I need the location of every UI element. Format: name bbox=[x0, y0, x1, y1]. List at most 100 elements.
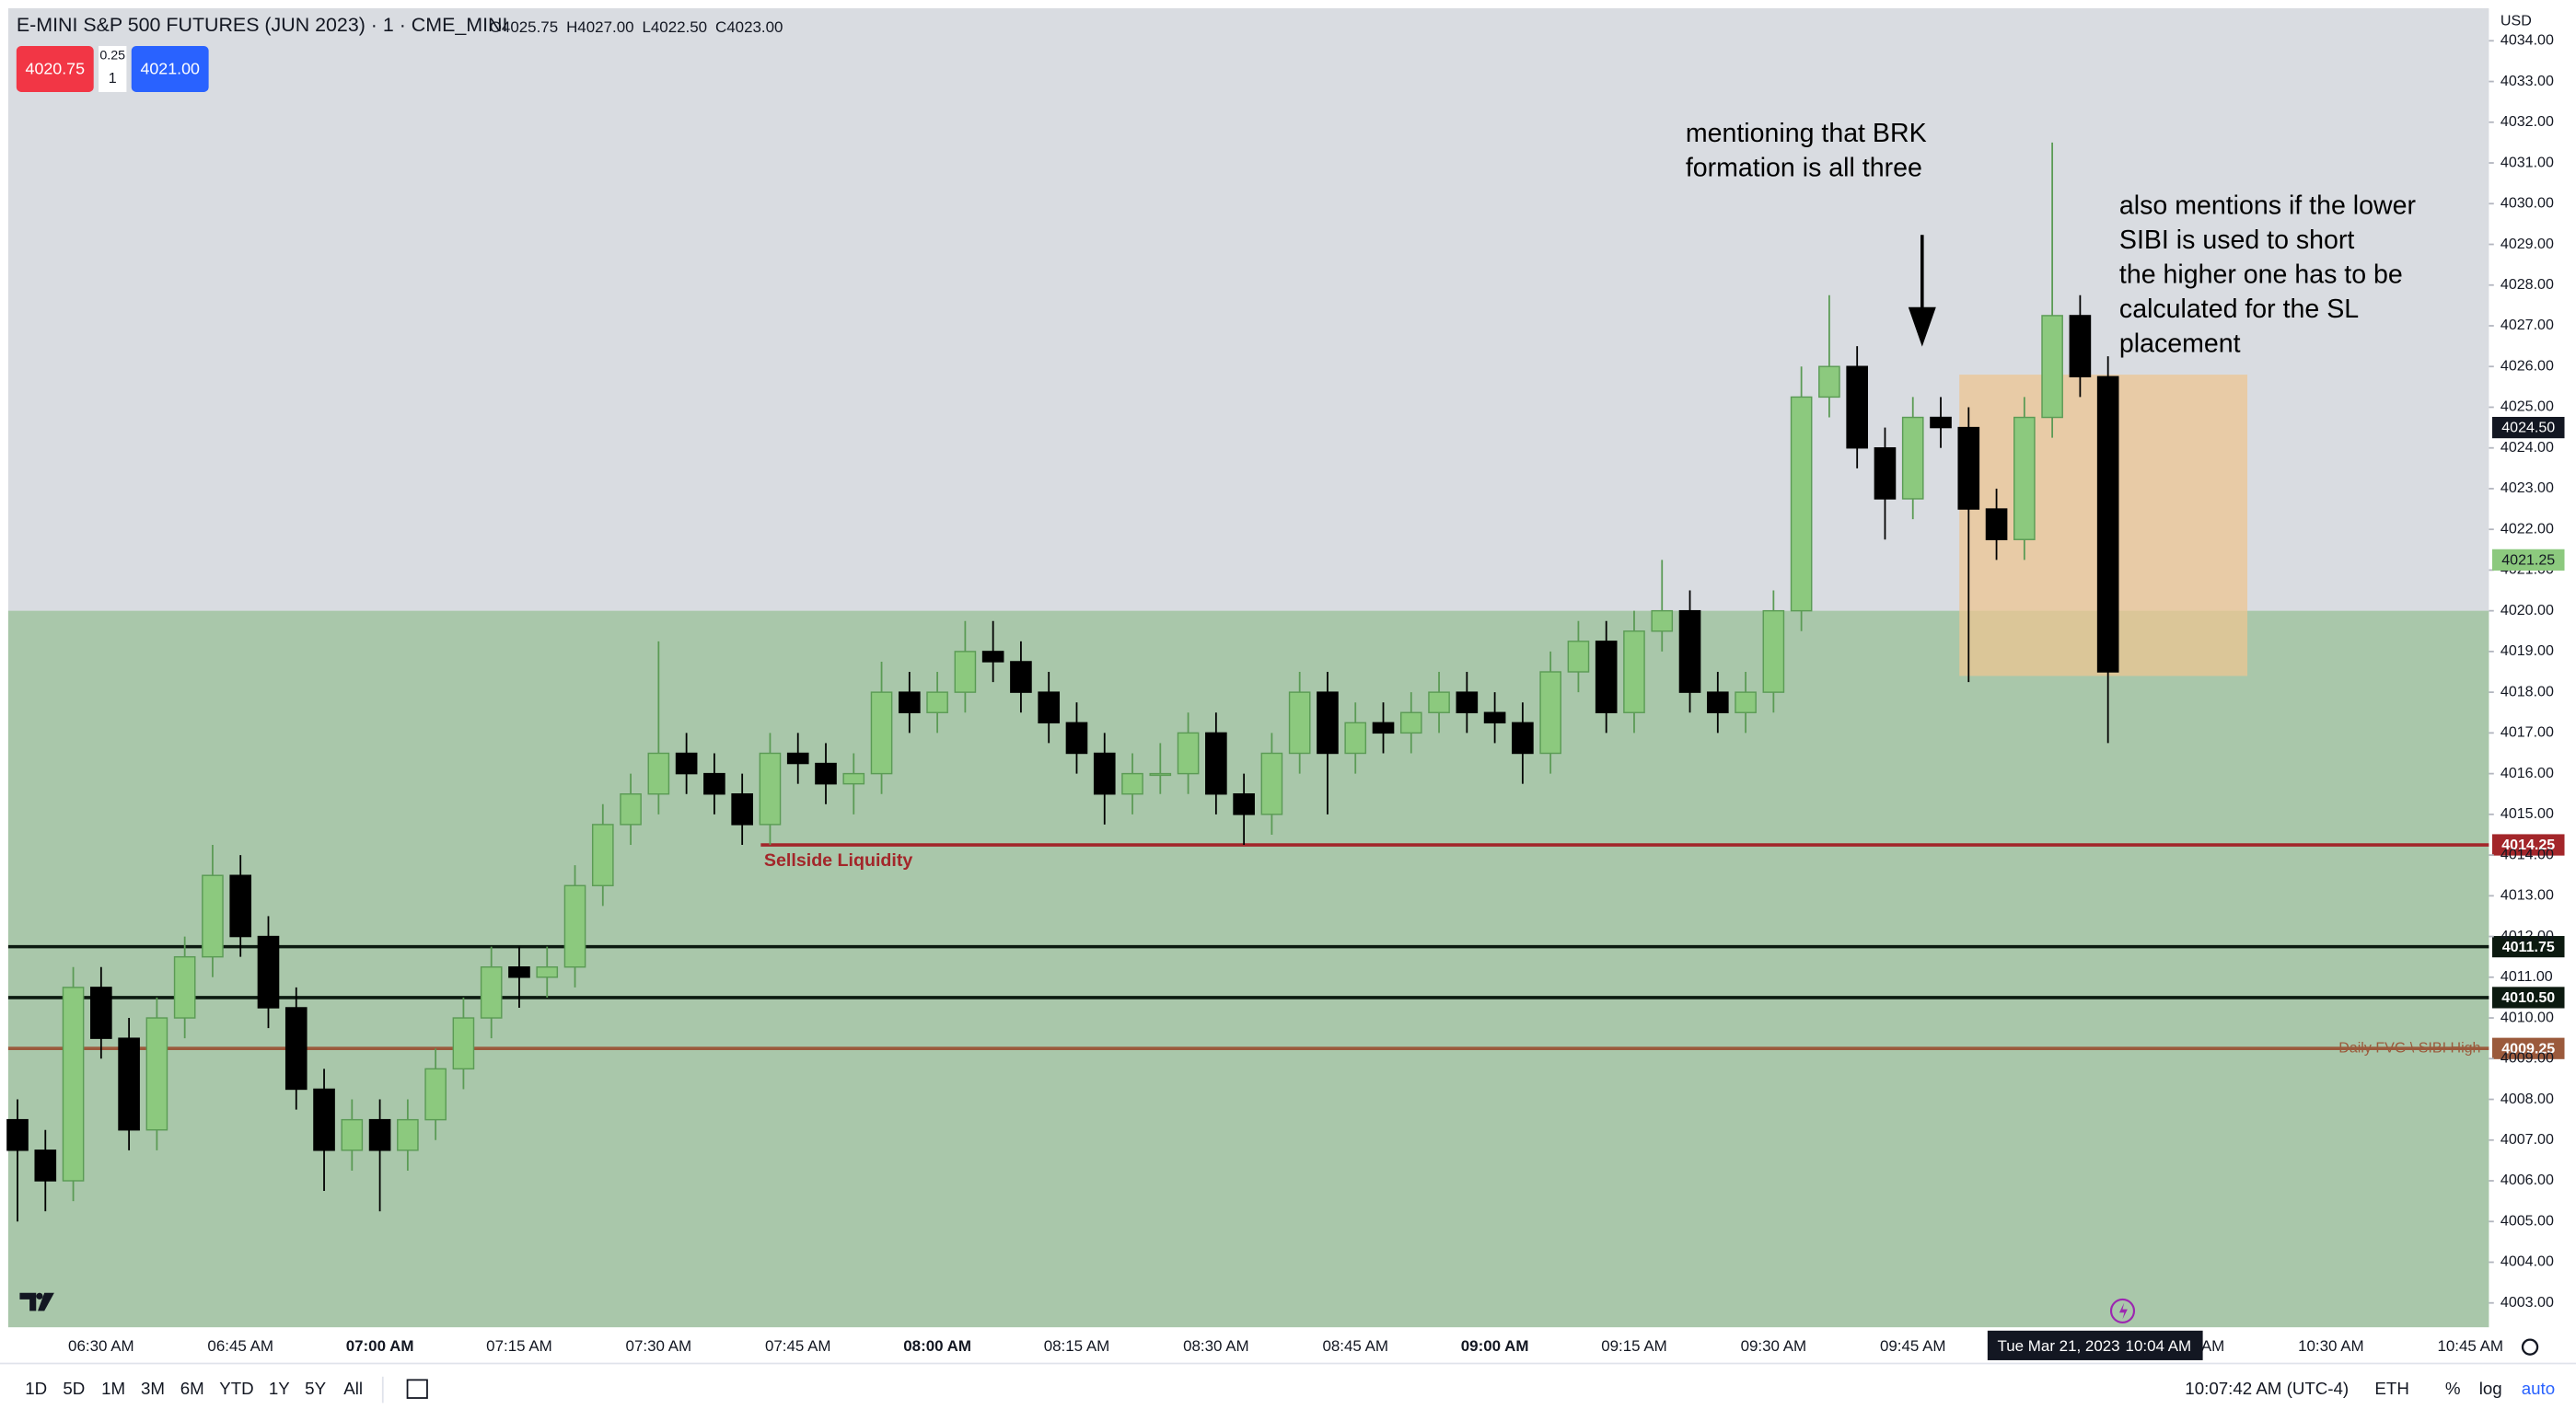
qty-box[interactable] bbox=[99, 45, 127, 92]
period-button[interactable]: 6M bbox=[180, 1379, 204, 1398]
y-tick-label: 4009.00 bbox=[2501, 1050, 2554, 1067]
replay-icon[interactable] bbox=[2109, 1298, 2136, 1323]
ohlc-value: C4023.00 bbox=[715, 18, 783, 36]
y-tick-label: 4005.00 bbox=[2501, 1212, 2554, 1229]
period-button[interactable]: YTD bbox=[219, 1379, 253, 1398]
candle-body bbox=[1567, 641, 1590, 673]
period-button[interactable]: 5Y bbox=[305, 1379, 326, 1398]
session[interactable]: ETH bbox=[2374, 1379, 2408, 1398]
level-price-label: 4009.25 bbox=[2501, 1040, 2555, 1057]
y-tick-label: 4032.00 bbox=[2501, 113, 2554, 130]
candle-body bbox=[284, 1007, 307, 1091]
candle-body bbox=[1372, 722, 1395, 734]
tradingview-logo bbox=[19, 1292, 54, 1311]
candle-body bbox=[591, 824, 614, 886]
candle-body bbox=[62, 987, 85, 1182]
sell-price[interactable]: 4020.75 bbox=[26, 60, 86, 78]
y-tick-label: 4033.00 bbox=[2501, 73, 2554, 89]
candle-body bbox=[899, 691, 921, 713]
candle-body bbox=[2041, 315, 2063, 419]
candle-body bbox=[981, 651, 1004, 663]
candle-body bbox=[1735, 691, 1757, 713]
candle-body bbox=[202, 874, 224, 958]
period-button[interactable]: 5D bbox=[63, 1379, 85, 1398]
sell-button[interactable] bbox=[16, 45, 94, 92]
lightning bbox=[2118, 1302, 2128, 1320]
candle-body bbox=[1678, 609, 1701, 693]
y-tick-label: 4014.00 bbox=[2501, 846, 2554, 862]
x-tick-label: 10:30 AM bbox=[2298, 1337, 2364, 1355]
plot: Sellside Liquidity Daily FVG \ SIBI High m… bbox=[6, 119, 2489, 1328]
candle-body bbox=[1846, 365, 1868, 449]
x-tick-label: 06:30 AM bbox=[68, 1337, 134, 1355]
candle-body bbox=[1512, 722, 1534, 755]
candle-body bbox=[1539, 671, 1561, 755]
candle-body bbox=[1790, 396, 1813, 612]
level-price-label: 4010.50 bbox=[2501, 989, 2555, 1006]
y-tick-label: 4024.00 bbox=[2501, 439, 2554, 456]
scale-option[interactable]: log bbox=[2479, 1379, 2502, 1398]
candle-body bbox=[815, 762, 837, 785]
candle-body bbox=[1288, 691, 1311, 755]
quantity[interactable]: 1 bbox=[109, 70, 117, 87]
candle-body bbox=[118, 1037, 140, 1131]
y-tick-label: 4010.00 bbox=[2501, 1009, 2554, 1025]
candle-body bbox=[1901, 416, 1924, 500]
y-tick-label: 4027.00 bbox=[2501, 317, 2554, 333]
candle-body bbox=[257, 935, 280, 1009]
last-price-tag bbox=[2491, 549, 2565, 571]
buy-price[interactable]: 4021.00 bbox=[140, 60, 200, 78]
bottom-toolbar bbox=[0, 1363, 2576, 1421]
x-tick-label: 07:45 AM bbox=[765, 1337, 831, 1355]
candle-body bbox=[229, 874, 252, 938]
y-tick-label: 4012.00 bbox=[2501, 928, 2554, 944]
x-tick-label: 07:30 AM bbox=[626, 1337, 692, 1355]
level-price-tag bbox=[2491, 987, 2565, 1009]
y-tick-label: 4003.00 bbox=[2501, 1294, 2554, 1311]
period-button[interactable]: 1D bbox=[25, 1379, 47, 1398]
period-button[interactable]: 1M bbox=[101, 1379, 125, 1398]
candle-body bbox=[731, 793, 753, 826]
arrow bbox=[1908, 235, 1936, 347]
last-price-label: 4021.25 bbox=[2501, 551, 2555, 568]
y-tick-label: 4023.00 bbox=[2501, 479, 2554, 496]
crosshair-price-tag bbox=[2491, 416, 2565, 439]
ohlc-value: H4027.00 bbox=[566, 18, 633, 36]
scale-option[interactable]: auto bbox=[2522, 1379, 2555, 1398]
period-button[interactable]: All bbox=[343, 1379, 363, 1398]
period-button[interactable]: 1Y bbox=[269, 1379, 290, 1398]
candle-body bbox=[1874, 446, 1897, 500]
date-range-icon[interactable] bbox=[406, 1379, 428, 1399]
settings-icon[interactable] bbox=[2521, 1338, 2539, 1356]
candle-body bbox=[1595, 641, 1618, 713]
level-text: Daily FVG \ SIBI High bbox=[2338, 1039, 2480, 1056]
level-price-label: 4014.25 bbox=[2501, 837, 2555, 853]
candle-body bbox=[34, 1150, 57, 1182]
level-price-tag bbox=[2491, 834, 2565, 856]
candle-body bbox=[759, 752, 782, 826]
candle-body bbox=[1010, 661, 1032, 693]
y-tick-label: 4015.00 bbox=[2501, 805, 2554, 822]
y-tick-label: 4006.00 bbox=[2501, 1172, 2554, 1188]
buy-button[interactable] bbox=[131, 45, 209, 92]
y-tick-label: 4028.00 bbox=[2501, 276, 2554, 293]
currency[interactable]: USD bbox=[2501, 12, 2532, 29]
y-tick-label: 4013.00 bbox=[2501, 887, 2554, 904]
candle-body bbox=[563, 884, 586, 968]
x-tick-label: 10:45 AM bbox=[2437, 1337, 2503, 1355]
annotation-text: formation is all three bbox=[1686, 153, 1922, 182]
candle-body bbox=[703, 772, 725, 795]
period-button[interactable]: 3M bbox=[141, 1379, 165, 1398]
spread: 0.25 bbox=[99, 48, 125, 63]
candle-body bbox=[1149, 772, 1172, 777]
price-axis bbox=[2489, 0, 2576, 1364]
candle-body bbox=[1762, 609, 1785, 693]
scale-option[interactable]: % bbox=[2445, 1379, 2461, 1398]
level-price-label: 4011.75 bbox=[2502, 939, 2555, 955]
candle-body bbox=[954, 651, 977, 693]
candle-body bbox=[1428, 691, 1450, 713]
crosshair-date: Tue Mar 21, 2023 bbox=[1998, 1337, 2120, 1355]
y-tick-label: 4029.00 bbox=[2501, 236, 2554, 252]
y-tick-label: 4030.00 bbox=[2501, 195, 2554, 212]
green-zone bbox=[7, 610, 2489, 1328]
